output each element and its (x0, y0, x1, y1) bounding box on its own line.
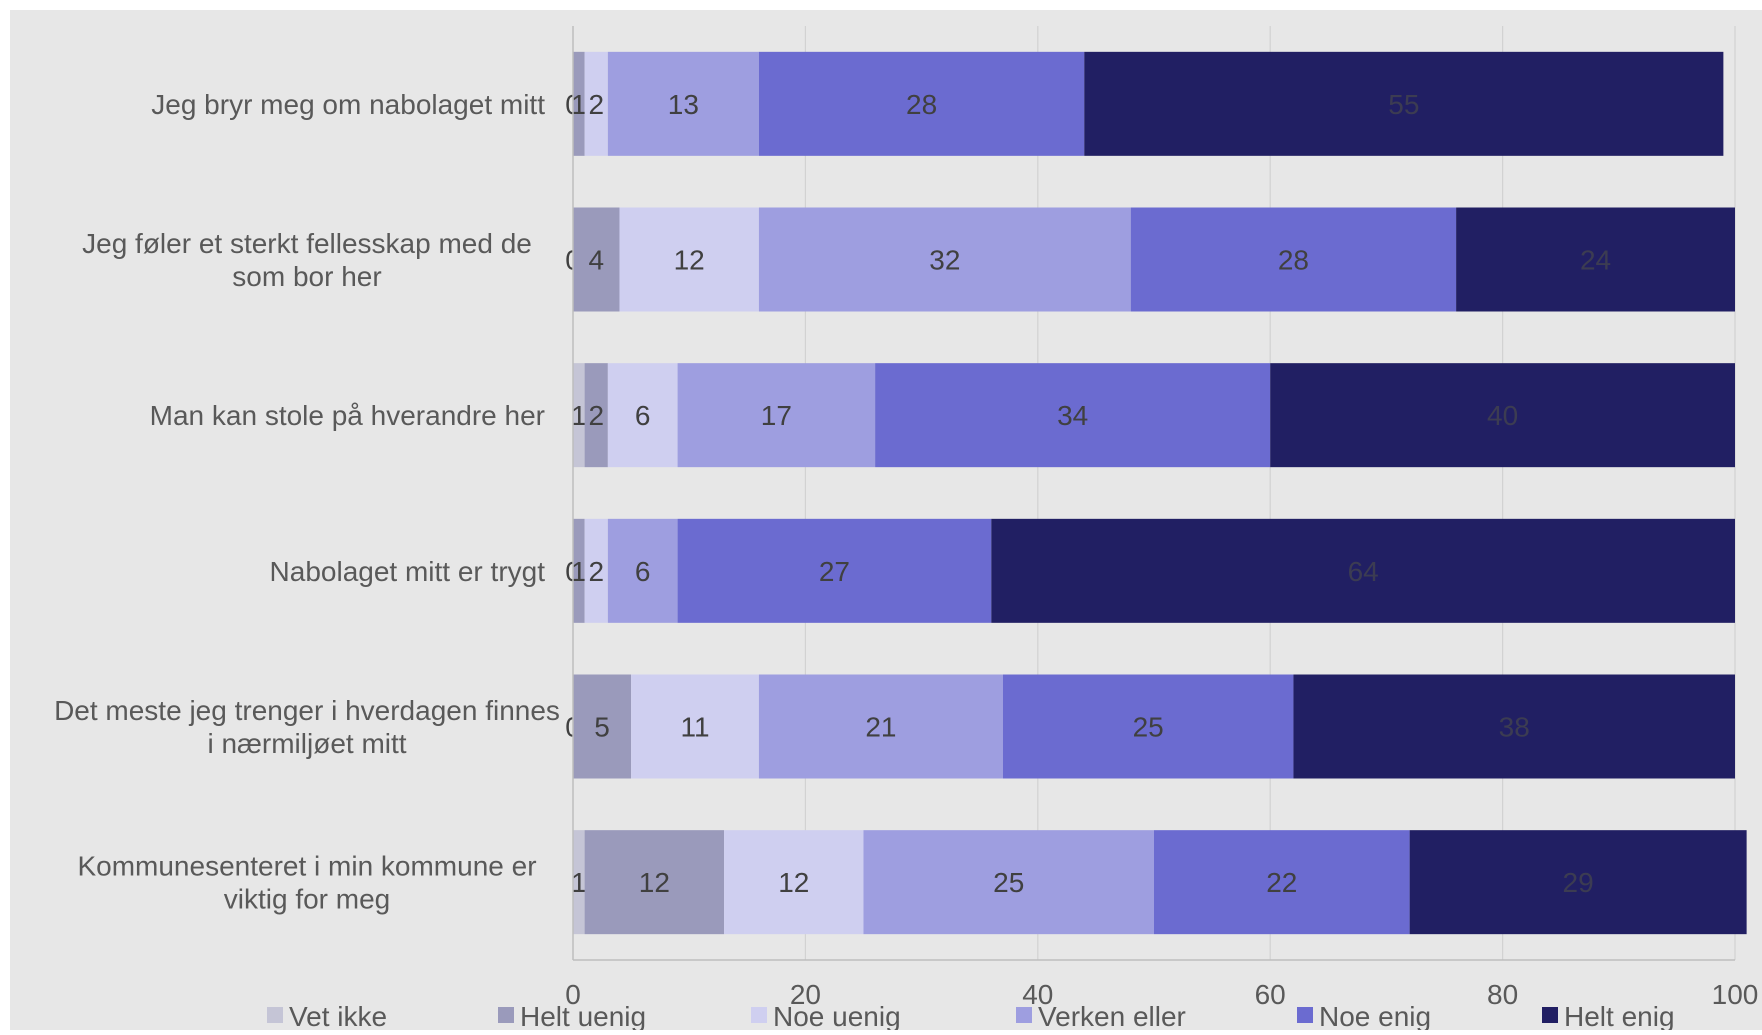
data-label-3-1: 1 (571, 400, 587, 431)
bar-segment-2-2 (573, 207, 620, 312)
category-label-line: i nærmiljøet mitt (207, 728, 406, 759)
data-label-1-2: 1 (571, 89, 587, 120)
data-label-4-4: 6 (635, 556, 651, 587)
bar-segment-4-6 (991, 518, 1735, 623)
data-label-6-4: 25 (993, 867, 1024, 898)
category-label-2: Jeg føler et sterkt fellesskap med de som… (82, 228, 532, 292)
data-label-3-3: 6 (635, 400, 651, 431)
legend-label-1: Vet ikke (289, 1001, 387, 1030)
bar-segment-6-1 (573, 830, 585, 935)
legend-swatch-1 (267, 1007, 283, 1023)
category-label-line: viktig for meg (224, 884, 391, 915)
legend-label-4: Verken eller (1038, 1001, 1186, 1030)
data-label-1-5: 28 (906, 89, 937, 120)
data-label-4-6: 64 (1348, 556, 1379, 587)
legend-swatch-4 (1016, 1007, 1032, 1023)
category-label-line: Kommunesenteret i min kommune er (77, 851, 536, 882)
legend-label-5: Noe enig (1319, 1001, 1431, 1030)
category-label-3: Man kan stole på hverandre her (150, 400, 545, 431)
data-label-4-3: 2 (588, 556, 604, 587)
data-label-6-3: 12 (778, 867, 809, 898)
bar-segment-4-3 (584, 518, 608, 623)
legend-swatch-2 (498, 1007, 514, 1023)
category-label-line: Man kan stole på hverandre her (150, 400, 545, 431)
category-label-6: Kommunesenteret i min kommune er viktig f… (77, 851, 536, 915)
data-label-2-5: 28 (1278, 245, 1309, 276)
category-label-5: Det meste jeg trenger i hverdagen finnes… (54, 695, 560, 759)
data-label-5-2: 5 (594, 712, 610, 743)
bar-segment-1-5 (758, 51, 1085, 156)
bar-segment-6-6 (1409, 830, 1747, 935)
x-tick-label-60: 60 (1255, 979, 1286, 1010)
bar-segment-6-5 (1154, 830, 1410, 935)
bar-segment-1-6 (1084, 51, 1724, 156)
legend-label-2: Helt uenig (520, 1001, 646, 1030)
bar-segment-6-3 (724, 830, 864, 935)
data-label-6-2: 12 (639, 867, 670, 898)
data-label-6-1: 1 (571, 867, 587, 898)
bar-segment-3-4 (677, 363, 876, 468)
category-label-line: Jeg bryr meg om nabolaget mitt (151, 89, 545, 120)
bar-segment-2-6 (1456, 207, 1735, 312)
data-label-5-4: 21 (865, 712, 896, 743)
legend-swatch-3 (751, 1007, 767, 1023)
bar-segment-1-4 (607, 51, 759, 156)
bar-segment-5-5 (1002, 674, 1294, 779)
bar-segment-2-4 (758, 207, 1131, 312)
data-label-2-4: 32 (929, 245, 960, 276)
legend-label-6: Helt enig (1564, 1001, 1675, 1030)
data-label-4-2: 1 (571, 556, 587, 587)
data-label-1-4: 13 (668, 89, 699, 120)
bar-segment-4-2 (573, 518, 585, 623)
bar-segment-1-3 (584, 51, 608, 156)
bar-segment-5-3 (631, 674, 759, 779)
bar-segment-4-5 (677, 518, 992, 623)
category-label-line: Jeg føler et sterkt fellesskap med de (82, 228, 532, 259)
data-label-4-5: 27 (819, 556, 850, 587)
bar-segment-3-3 (607, 363, 678, 468)
bar-segment-6-4 (863, 830, 1154, 935)
x-tick-label-20: 20 (790, 979, 821, 1010)
bar-segment-5-4 (758, 674, 1003, 779)
data-label-5-5: 25 (1133, 712, 1164, 743)
bar-segment-3-6 (1270, 363, 1735, 468)
data-label-3-2: 2 (588, 400, 604, 431)
data-label-3-5: 34 (1057, 400, 1088, 431)
data-label-3-6: 40 (1487, 400, 1518, 431)
category-label-1: Jeg bryr meg om nabolaget mitt (151, 89, 545, 120)
bar-segment-3-5 (875, 363, 1271, 468)
bar-segment-1-2 (573, 51, 585, 156)
data-label-2-2: 4 (588, 245, 604, 276)
data-label-6-6: 29 (1563, 867, 1594, 898)
category-label-line: som bor her (232, 261, 381, 292)
legend-swatch-6 (1542, 1007, 1558, 1023)
data-label-6-5: 22 (1266, 867, 1297, 898)
x-tick-label-100: 100 (1712, 979, 1759, 1010)
bar-segment-6-2 (584, 830, 725, 935)
data-label-5-6: 38 (1499, 712, 1530, 743)
bar-segment-3-2 (584, 363, 608, 468)
x-tick-label-40: 40 (1022, 979, 1053, 1010)
bar-segment-4-4 (607, 518, 678, 623)
bar-segment-5-6 (1293, 674, 1735, 779)
data-label-2-3: 12 (674, 245, 705, 276)
legend-swatch-5 (1297, 1007, 1313, 1023)
data-label-1-6: 55 (1388, 89, 1419, 120)
category-label-line: Nabolaget mitt er trygt (270, 556, 546, 587)
data-label-2-6: 24 (1580, 245, 1611, 276)
data-label-1-3: 2 (588, 89, 604, 120)
bar-segment-2-3 (619, 207, 759, 312)
x-tick-label-0: 0 (565, 979, 581, 1010)
x-tick-label-80: 80 (1487, 979, 1518, 1010)
bar-segment-5-2 (573, 674, 632, 779)
bar-segment-3-1 (573, 363, 585, 468)
data-label-3-4: 17 (761, 400, 792, 431)
category-label-4: Nabolaget mitt er trygt (270, 556, 546, 587)
data-label-5-3: 11 (680, 712, 709, 743)
legend-label-3: Noe uenig (773, 1001, 901, 1030)
bar-segment-2-5 (1130, 207, 1457, 312)
category-label-line: Det meste jeg trenger i hverdagen finnes (54, 695, 560, 726)
